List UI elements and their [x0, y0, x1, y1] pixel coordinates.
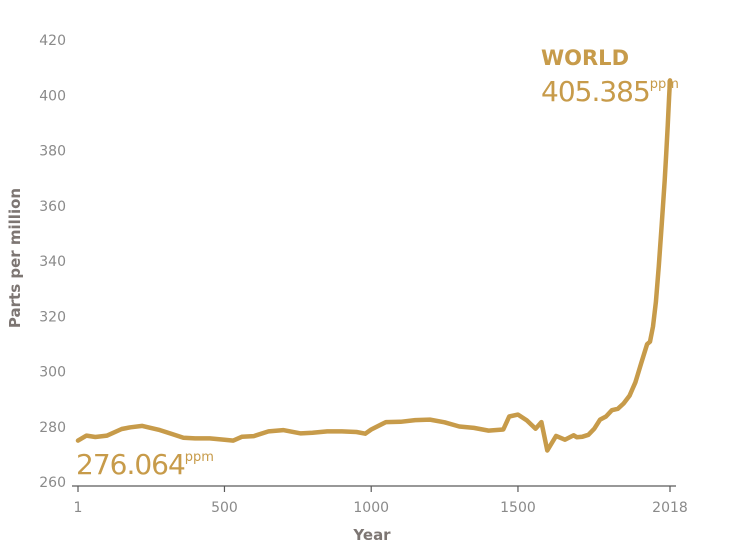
y-axis-ticks: 260 280 300 320 340 360 380 400 420: [39, 33, 66, 491]
start-value: 276.064: [76, 448, 185, 481]
world-unit: ppm: [650, 77, 679, 92]
x-tick-label: 1500: [500, 500, 536, 516]
y-tick-label: 400: [39, 88, 66, 104]
x-tick-label: 2018: [652, 500, 688, 516]
y-axis-title: Parts per million: [6, 188, 24, 328]
world-value: 405.385: [541, 75, 650, 108]
y-tick-label: 280: [39, 420, 66, 436]
x-axis-tick-marks: [77, 486, 671, 492]
start-value-annotation: 276.064ppm: [76, 448, 214, 481]
y-tick-label: 340: [39, 254, 66, 270]
y-tick-label: 380: [39, 144, 66, 160]
world-value-annotation: 405.385ppm: [541, 75, 679, 108]
y-tick-label: 420: [39, 33, 66, 49]
x-tick-label: 1: [74, 500, 83, 516]
x-tick-label: 500: [211, 500, 238, 516]
y-tick-label: 260: [39, 475, 66, 491]
series-line-world-co2: [75, 78, 673, 453]
x-axis-title: Year: [352, 526, 391, 544]
y-tick-label: 360: [39, 199, 66, 215]
world-label: WORLD: [541, 46, 629, 70]
start-unit: ppm: [185, 450, 214, 465]
x-axis-ticks: 1 500 1000 1500 2018: [74, 500, 688, 516]
y-tick-label: 320: [39, 309, 66, 325]
y-tick-label: 300: [39, 365, 66, 381]
x-tick-label: 1000: [353, 500, 389, 516]
